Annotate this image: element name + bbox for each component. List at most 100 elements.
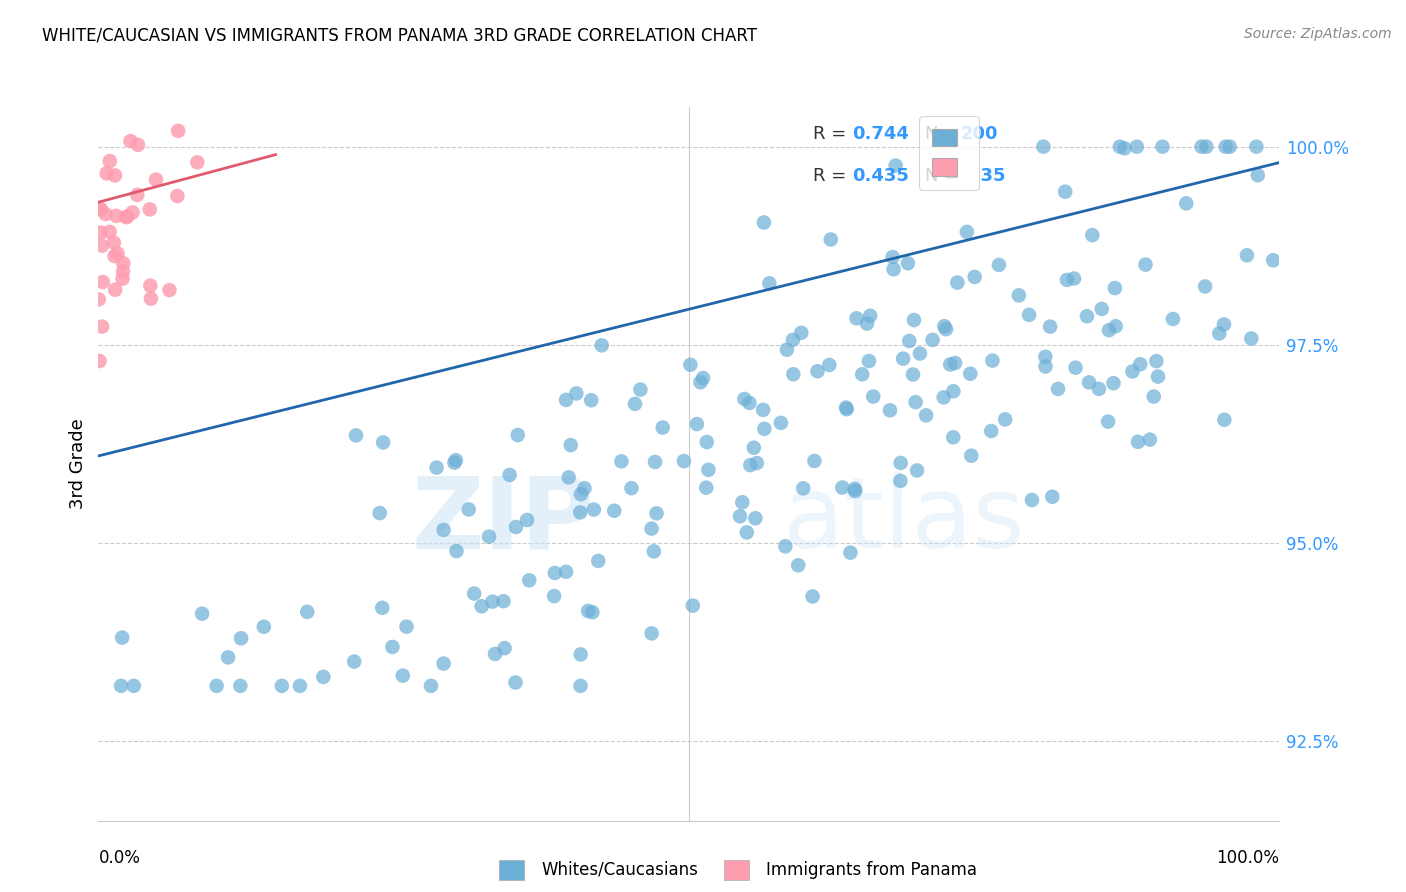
Point: [457, 502, 479, 516]
Point: [98, 225, 121, 239]
Point: [543, 589, 565, 603]
Point: [818, 358, 841, 372]
Point: [569, 648, 592, 662]
Point: [738, 396, 761, 410]
Text: R =: R =: [813, 125, 852, 143]
Point: [1263, 253, 1285, 268]
Point: [191, 607, 214, 621]
Point: [139, 278, 162, 293]
Point: [569, 487, 592, 501]
Point: [640, 626, 662, 640]
Point: [1208, 326, 1230, 341]
Point: [1213, 413, 1236, 427]
Point: [904, 395, 927, 409]
Point: [167, 124, 190, 138]
Point: [735, 525, 758, 540]
Point: [166, 189, 188, 203]
Point: [1105, 319, 1128, 334]
Point: [433, 523, 456, 537]
Point: [908, 346, 931, 360]
Point: [921, 333, 943, 347]
Point: [104, 169, 127, 183]
Text: WHITE/CAUCASIAN VS IMMIGRANTS FROM PANAMA 3RD GRADE CORRELATION CHART: WHITE/CAUCASIAN VS IMMIGRANTS FROM PANAM…: [42, 27, 758, 45]
Point: [1056, 273, 1078, 287]
Point: [516, 513, 538, 527]
Point: [980, 424, 1002, 438]
Point: [1195, 139, 1218, 153]
Point: [159, 283, 181, 297]
Point: [733, 392, 755, 406]
Point: [395, 620, 418, 634]
Y-axis label: 3rd Grade: 3rd Grade: [69, 418, 87, 509]
Point: [120, 134, 142, 148]
Point: [105, 209, 128, 223]
Point: [89, 202, 111, 216]
Text: 100.0%: 100.0%: [1216, 849, 1279, 867]
Point: [884, 159, 907, 173]
Point: [835, 401, 858, 415]
Point: [288, 679, 311, 693]
Point: [672, 454, 695, 468]
Point: [478, 530, 501, 544]
Point: [1088, 382, 1111, 396]
Point: [844, 482, 866, 496]
Point: [1129, 357, 1152, 371]
Point: [803, 454, 825, 468]
Point: [943, 356, 966, 370]
Point: [89, 354, 111, 368]
Point: [1097, 415, 1119, 429]
Point: [782, 368, 804, 382]
Text: Immigrants from Panama: Immigrants from Panama: [766, 861, 977, 879]
Point: [792, 481, 814, 495]
Point: [111, 631, 134, 645]
Point: [981, 353, 1004, 368]
Point: [1143, 390, 1166, 404]
Point: [801, 590, 824, 604]
Point: [845, 311, 868, 326]
Point: [127, 187, 149, 202]
Point: [1008, 288, 1031, 302]
Point: [692, 371, 714, 385]
Point: [851, 368, 873, 382]
Point: [229, 632, 252, 646]
Point: [270, 679, 292, 693]
Point: [806, 364, 828, 378]
Point: [946, 276, 969, 290]
Text: Whites/Caucasians: Whites/Caucasians: [541, 861, 699, 879]
Point: [560, 438, 582, 452]
Point: [90, 202, 112, 217]
Point: [1194, 279, 1216, 293]
Point: [901, 368, 924, 382]
Point: [728, 509, 751, 524]
Point: [844, 484, 866, 499]
Point: [103, 235, 125, 250]
Point: [111, 271, 134, 285]
Point: [145, 172, 167, 186]
Point: [297, 605, 319, 619]
Point: [98, 154, 121, 169]
Point: [565, 386, 588, 401]
Point: [862, 390, 884, 404]
Point: [859, 309, 882, 323]
Point: [94, 207, 117, 221]
Point: [695, 481, 717, 495]
Point: [1236, 248, 1258, 262]
Point: [1035, 359, 1057, 374]
Point: [1246, 139, 1268, 153]
Point: [115, 210, 138, 224]
Point: [344, 428, 367, 442]
Point: [426, 460, 449, 475]
Point: [574, 481, 596, 495]
Point: [1144, 354, 1167, 368]
Point: [897, 256, 920, 270]
Point: [103, 249, 125, 263]
Point: [544, 566, 567, 580]
Point: [686, 417, 709, 431]
Point: [505, 675, 527, 690]
Point: [1033, 350, 1056, 364]
Text: N =: N =: [925, 125, 965, 143]
Point: [1102, 376, 1125, 391]
Point: [883, 262, 905, 277]
Point: [1126, 139, 1149, 153]
Point: [839, 546, 862, 560]
